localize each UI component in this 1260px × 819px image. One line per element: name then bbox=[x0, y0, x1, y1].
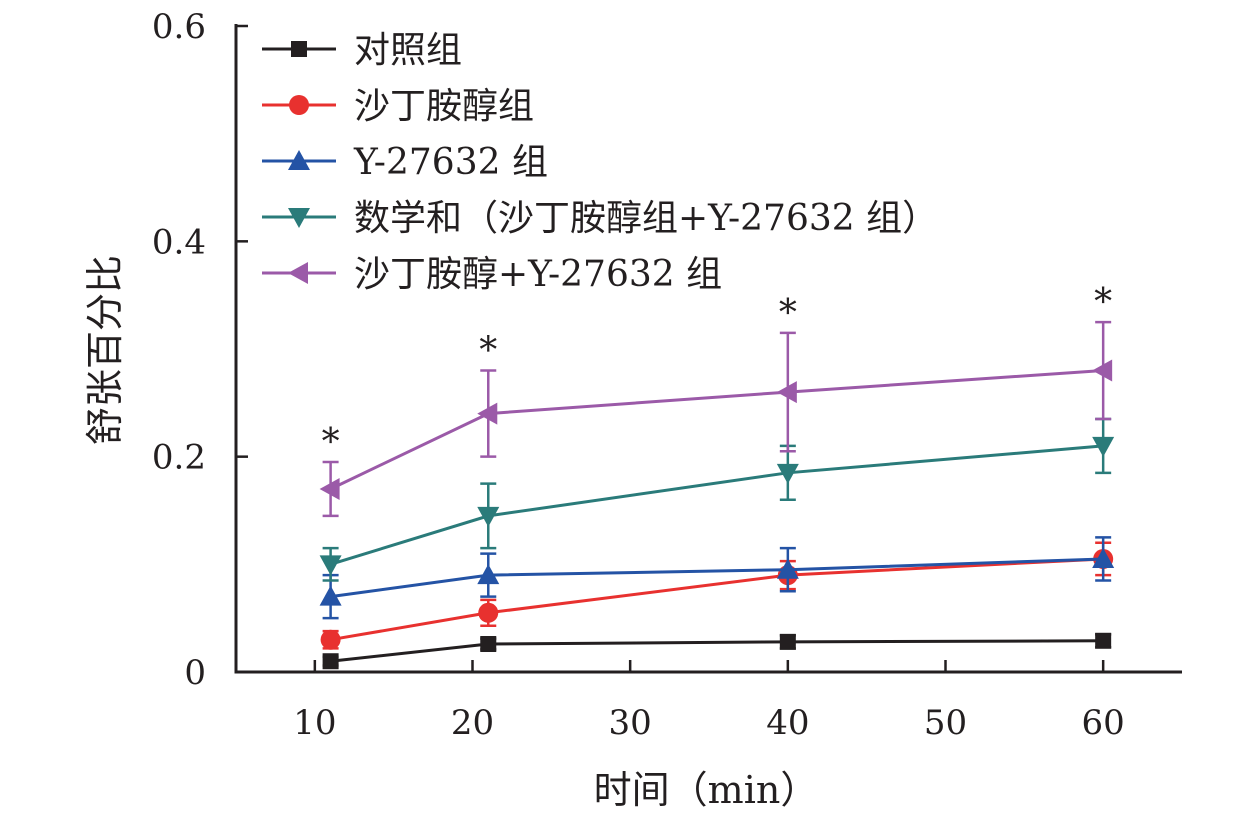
significance-marker: * bbox=[779, 293, 797, 334]
data-point bbox=[776, 381, 797, 404]
series-line bbox=[330, 444, 1104, 566]
series-line bbox=[330, 639, 1104, 663]
data-point bbox=[1092, 547, 1115, 568]
legend-marker bbox=[288, 262, 308, 284]
series-5 bbox=[319, 320, 1113, 518]
x-tick-label: 30 bbox=[609, 703, 652, 743]
series-1 bbox=[322, 632, 1112, 670]
data-point bbox=[1095, 632, 1112, 649]
series-2 bbox=[320, 541, 1114, 650]
legend-marker bbox=[288, 208, 310, 228]
data-point bbox=[322, 653, 339, 670]
y-tick-label: 0.6 bbox=[152, 7, 206, 47]
legend-label: 对照组 bbox=[354, 30, 462, 71]
data-point bbox=[477, 506, 500, 527]
x-tick-label: 40 bbox=[766, 703, 809, 743]
legend-label: Y-27632 组 bbox=[353, 142, 548, 183]
series-3 bbox=[319, 536, 1115, 620]
legend-marker bbox=[291, 41, 307, 57]
legend-label: 数学和（沙丁胺醇组+Y-27632 组） bbox=[354, 198, 938, 239]
x-tick-label: 10 bbox=[293, 703, 336, 743]
legend-marker bbox=[289, 95, 309, 115]
data-point bbox=[776, 463, 799, 484]
data-point bbox=[1092, 359, 1113, 382]
legend-label: 沙丁胺醇组 bbox=[354, 86, 534, 127]
data-point bbox=[319, 477, 340, 500]
significance-marker: * bbox=[479, 331, 497, 372]
series-line bbox=[329, 369, 1104, 491]
data-point bbox=[319, 585, 342, 606]
data-point bbox=[1092, 436, 1115, 457]
legend-item-5: 沙丁胺醇+Y-27632 组 bbox=[262, 254, 722, 295]
x-tick-label: 60 bbox=[1082, 703, 1125, 743]
legend-label: 沙丁胺醇+Y-27632 组 bbox=[354, 254, 722, 295]
data-point bbox=[320, 629, 341, 650]
series-line bbox=[330, 557, 1104, 599]
series-layer: * * * * bbox=[319, 282, 1115, 670]
data-point bbox=[477, 402, 498, 425]
y-axis-title: 舒张百分比 bbox=[83, 255, 127, 445]
legend-item-1: 对照组 bbox=[262, 30, 462, 71]
significance-marker: * bbox=[322, 422, 340, 463]
y-tick-label: 0 bbox=[184, 653, 206, 693]
x-tick-label: 50 bbox=[924, 703, 967, 743]
data-point bbox=[478, 602, 499, 623]
data-point bbox=[477, 564, 500, 585]
legend-item-2: 沙丁胺醇组 bbox=[262, 86, 534, 127]
series-line bbox=[330, 557, 1104, 642]
data-point bbox=[319, 555, 342, 576]
y-tick-label: 0.2 bbox=[152, 438, 206, 478]
legend-marker bbox=[288, 150, 310, 170]
data-point bbox=[779, 633, 796, 650]
x-axis-title: 时间（min） bbox=[594, 768, 819, 812]
data-point bbox=[776, 558, 799, 579]
x-tick-label: 20 bbox=[451, 703, 494, 743]
legend-item-4: 数学和（沙丁胺醇组+Y-27632 组） bbox=[262, 198, 938, 239]
legend-item-3: Y-27632 组 bbox=[262, 142, 548, 183]
significance-marker: * bbox=[1094, 282, 1112, 323]
axes: 10 20 30 40 50 60 0 0.2 0.4 0.6 bbox=[152, 7, 1182, 743]
y-tick-label: 0.4 bbox=[152, 222, 206, 262]
data-point bbox=[480, 636, 497, 653]
series-4 bbox=[319, 417, 1115, 582]
